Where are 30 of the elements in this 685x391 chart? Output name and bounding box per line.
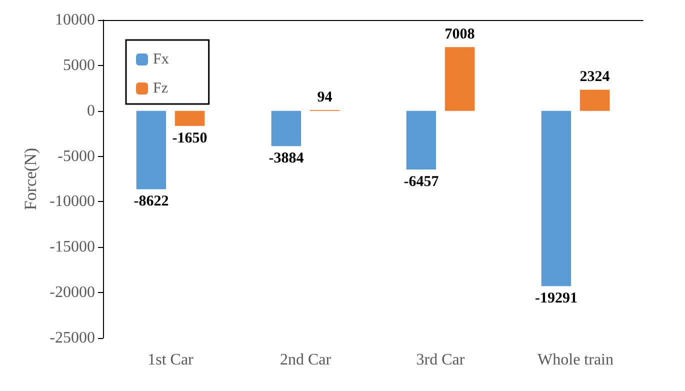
- bar: [406, 110, 436, 170]
- y-tick-label: -5000: [58, 148, 95, 165]
- y-tick-label: -20000: [50, 284, 95, 302]
- bar: [541, 110, 572, 286]
- x-tick-label: 2nd Car: [280, 352, 332, 368]
- data-label: -6457: [404, 174, 440, 190]
- bar: [271, 110, 302, 146]
- data-label: -3884: [268, 150, 304, 167]
- y-tick-label: 10000: [55, 12, 95, 28]
- y-tick-label: 0: [87, 102, 95, 120]
- data-label: -1650: [172, 130, 208, 146]
- y-tick-label: -10000: [50, 193, 95, 210]
- y-axis-title: Force(N): [20, 148, 40, 210]
- legend-label: Fx: [153, 52, 170, 68]
- data-label: 2324: [580, 69, 610, 86]
- bar: [580, 90, 610, 111]
- y-tick-label: -15000: [50, 238, 95, 256]
- legend-label: Fz: [153, 80, 168, 96]
- data-label: -19291: [534, 290, 578, 307]
- x-tick-label: 3rd Car: [416, 352, 466, 368]
- y-tick-label: 5000: [63, 56, 95, 74]
- data-label: -8622: [134, 194, 169, 210]
- bar: [444, 47, 475, 111]
- data-label: 94: [317, 90, 333, 106]
- bar: [136, 110, 166, 190]
- y-tick-label: -25000: [50, 330, 95, 346]
- x-tick-label: Whole train: [538, 352, 614, 368]
- x-tick-label: 1st Car: [148, 352, 194, 368]
- bar: [174, 110, 205, 126]
- data-label: 7008: [444, 26, 475, 43]
